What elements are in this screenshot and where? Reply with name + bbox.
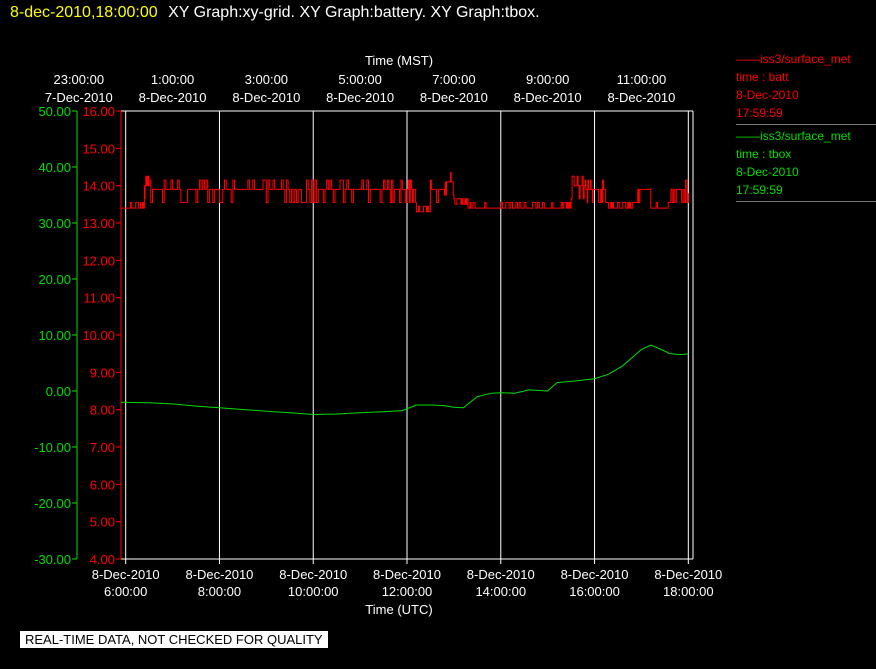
top-tick-label-date: 8-Dec-2010 [139, 90, 207, 105]
legend-source: ——iss3/surface_met [736, 52, 851, 66]
y_left_inner-tick-label: 10.00 [82, 328, 115, 343]
y_left_inner-tick-label: 9.00 [90, 365, 115, 380]
y_left_inner-tick-label: 13.00 [82, 216, 115, 231]
y_left_outer-tick-label: 40.00 [38, 160, 71, 175]
y_left_outer-tick-label: 20.00 [38, 272, 71, 287]
y_left_outer-tick-label: 50.00 [38, 104, 71, 119]
top-tick-label-time: 11:00:00 [617, 72, 667, 87]
top-tick-label-time: 3:00:00 [245, 72, 288, 87]
top-tick-label-date: 7-Dec-2010 [45, 90, 113, 105]
legend-date: 8-Dec-2010 [736, 165, 799, 179]
x-tick-label-time: 16:00:00 [569, 584, 620, 599]
top-tick-label-time: 23:00:00 [53, 72, 104, 87]
y_left_inner-tick-label: 14.00 [82, 179, 115, 194]
top-tick-label-date: 8-Dec-2010 [420, 90, 488, 105]
top-tick-label-time: 5:00:00 [338, 72, 381, 87]
y_left_outer-tick-label: 0.00 [46, 384, 71, 399]
top-tick-label-date: 8-Dec-2010 [232, 90, 300, 105]
x-tick-label-time: 14:00:00 [475, 584, 526, 599]
series-line-0 [121, 172, 689, 213]
top-tick-label-time: 7:00:00 [432, 72, 475, 87]
x-tick-label-time: 12:00:00 [382, 584, 433, 599]
top-tick-label-date: 8-Dec-2010 [607, 90, 675, 105]
legend-source: ——iss3/surface_met [736, 129, 851, 143]
y_left_outer-tick-label: -20.00 [34, 496, 71, 511]
x-tick-label-date: 8-Dec-2010 [373, 567, 441, 582]
legend: ——iss3/surface_met time : batt 8-Dec-201… [736, 50, 876, 204]
top-tick-label-date: 8-Dec-2010 [326, 90, 394, 105]
y_left_inner-tick-label: 6.00 [90, 477, 115, 492]
x-tick-label-date: 8-Dec-2010 [92, 567, 160, 582]
y_left_inner-tick-label: 11.00 [83, 291, 115, 306]
x-axis-title-bottom: Time (UTC) [365, 602, 432, 617]
legend-date: 8-Dec-2010 [736, 88, 799, 102]
legend-time: 17:59:59 [736, 106, 783, 120]
y_left_inner-tick-label: 16.00 [82, 104, 115, 119]
header-timestamp: 8-dec-2010,18:00:00 [10, 4, 158, 21]
y_left_outer-tick-label: -10.00 [34, 440, 71, 455]
top-tick-label-date: 8-Dec-2010 [514, 90, 582, 105]
y_left_inner-tick-label: 4.00 [90, 552, 115, 567]
legend-variable: time : tbox [736, 147, 792, 161]
x-tick-label-date: 8-Dec-2010 [654, 567, 722, 582]
y_left_inner-tick-label: 8.00 [90, 403, 115, 418]
x-tick-label-date: 8-Dec-2010 [467, 567, 535, 582]
top-tick-label-time: 1:00:00 [151, 72, 194, 87]
y_left_inner-tick-label: 15.00 [82, 141, 115, 156]
y_left_outer-tick-label: -30.00 [34, 552, 71, 567]
graph-header: 8-dec-2010,18:00:00 XY Graph:xy-grid. XY… [10, 4, 540, 22]
header-titles: XY Graph:xy-grid. XY Graph:battery. XY G… [168, 4, 540, 21]
x-tick-label-date: 8-Dec-2010 [185, 567, 253, 582]
x-axis-title-top: Time (MST) [365, 53, 433, 68]
y_left_outer-tick-label: 10.00 [38, 328, 71, 343]
legend-entry-tbox: ——iss3/surface_met time : tbox 8-Dec-201… [736, 127, 876, 202]
x-tick-label-time: 8:00:00 [198, 584, 241, 599]
legend-variable: time : batt [736, 70, 789, 84]
y_left_outer-tick-label: 30.00 [38, 216, 71, 231]
x-tick-label-time: 6:00:00 [104, 584, 147, 599]
y_left_inner-tick-label: 5.00 [90, 515, 115, 530]
top-tick-label-time: 9:00:00 [526, 72, 569, 87]
x-tick-label-date: 8-Dec-2010 [279, 567, 347, 582]
legend-time: 17:59:59 [736, 183, 783, 197]
y_left_inner-tick-label: 12.00 [82, 253, 115, 268]
quality-banner: REAL-TIME DATA, NOT CHECKED FOR QUALITY [20, 631, 328, 648]
legend-entry-batt: ——iss3/surface_met time : batt 8-Dec-201… [736, 50, 876, 125]
x-tick-label-date: 8-Dec-2010 [561, 567, 629, 582]
x-tick-label-time: 10:00:00 [288, 584, 339, 599]
series-line-1 [120, 344, 689, 416]
y_left_inner-tick-label: 7.00 [90, 440, 115, 455]
x-tick-label-time: 18:00:00 [663, 584, 714, 599]
